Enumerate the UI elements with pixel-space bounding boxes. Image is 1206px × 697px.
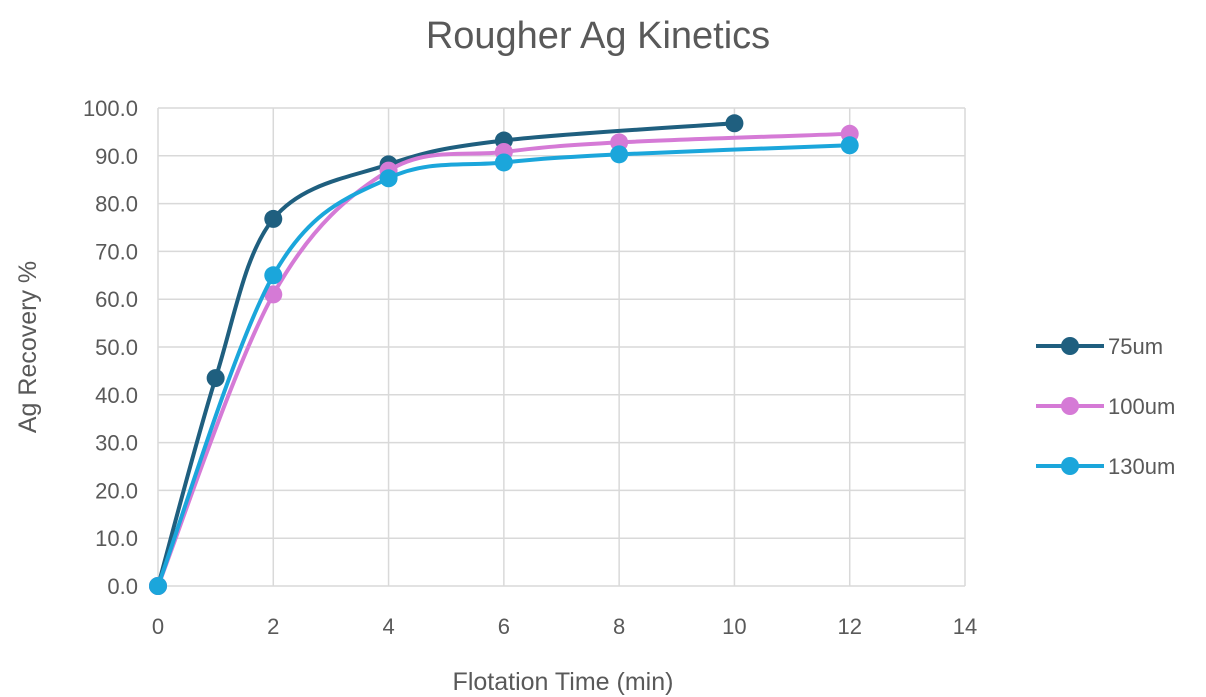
series-layer [149, 114, 859, 595]
data-point [206, 369, 225, 388]
data-point [840, 136, 859, 155]
y-tick-label: 70.0 [95, 239, 138, 264]
series-line [156, 131, 852, 588]
legend-item: 130um [1036, 454, 1175, 479]
data-point [264, 285, 283, 304]
x-tick-label: 2 [267, 614, 279, 639]
y-tick-label: 20.0 [95, 478, 138, 503]
x-tick-label: 8 [613, 614, 625, 639]
y-tick-label: 10.0 [95, 526, 138, 551]
y-tick-label: 60.0 [95, 287, 138, 312]
x-tick-label: 4 [382, 614, 394, 639]
data-point [264, 209, 283, 228]
legend-marker [1061, 397, 1079, 415]
legend-label: 100um [1108, 394, 1175, 419]
chart-title: Rougher Ag Kinetics [426, 15, 770, 57]
data-point [725, 114, 744, 133]
y-tick-label: 80.0 [95, 192, 138, 217]
x-tick-label: 14 [953, 614, 977, 639]
x-tick-label: 12 [837, 614, 861, 639]
y-tick-label: 0.0 [107, 574, 138, 599]
data-point [494, 153, 513, 172]
data-point [264, 266, 283, 285]
y-tick-labels: 0.0 10.0 20.0 30.0 40.0 50.0 60.0 70.0 80.0 90.0 1… [83, 96, 138, 599]
x-tick-label: 6 [498, 614, 510, 639]
legend-item: 100um [1036, 394, 1175, 419]
series-130um [149, 136, 859, 595]
data-point [379, 169, 398, 188]
x-tick-label: 0 [152, 614, 164, 639]
legend-marker [1061, 337, 1079, 355]
y-tick-label: 90.0 [95, 144, 138, 169]
data-point [610, 145, 629, 164]
gridlines [157, 107, 966, 587]
legend-label: 75um [1108, 334, 1163, 359]
series-line [156, 143, 852, 588]
x-axis-title: Flotation Time (min) [453, 668, 674, 696]
data-point [149, 577, 167, 595]
y-tick-label: 50.0 [95, 335, 138, 360]
legend-marker [1061, 457, 1079, 475]
x-tick-labels: 0 2 4 6 8 10 12 14 [152, 614, 977, 639]
y-axis-title: Ag Recovery % [14, 261, 42, 433]
legend: 75um 100um 130um [1036, 334, 1175, 479]
y-tick-label: 100.0 [83, 96, 138, 121]
series-line [156, 121, 737, 588]
x-tick-label: 10 [722, 614, 746, 639]
legend-item: 75um [1036, 334, 1163, 359]
y-tick-label: 40.0 [95, 383, 138, 408]
y-tick-label: 30.0 [95, 431, 138, 456]
legend-label: 130um [1108, 454, 1175, 479]
